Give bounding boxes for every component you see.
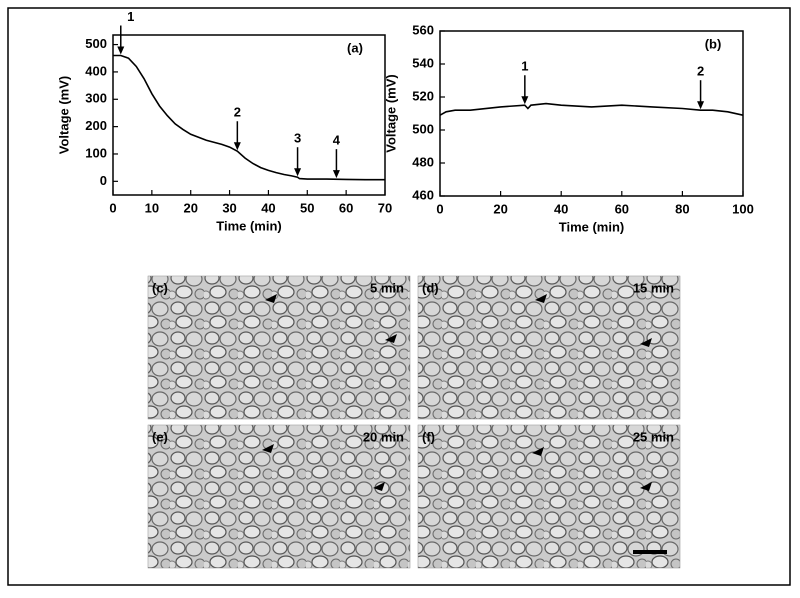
x-tick-label: 60 <box>339 200 353 215</box>
y-tick-label: 200 <box>85 118 107 133</box>
image-shade <box>148 425 410 568</box>
y-tick-label: 560 <box>412 22 434 37</box>
x-axis-label: Time (min) <box>559 219 625 234</box>
image-area <box>417 275 681 420</box>
image-area <box>147 424 411 569</box>
image-time: 5 min <box>370 280 404 295</box>
arrow-head <box>294 168 302 177</box>
x-tick-label: 70 <box>378 200 392 215</box>
arrowhead-marker <box>535 294 547 303</box>
y-tick-label: 100 <box>85 145 107 160</box>
image-time: 20 min <box>363 429 404 444</box>
arrow-head <box>697 101 705 110</box>
arrowhead-marker <box>262 444 274 453</box>
annotation-label: 2 <box>697 64 704 79</box>
annotation-label: 1 <box>127 9 134 24</box>
arrow-head <box>332 170 340 179</box>
x-tick-label: 80 <box>675 201 689 216</box>
x-tick-label: 20 <box>183 200 197 215</box>
panel-label: (a) <box>347 40 363 55</box>
arrowhead-marker <box>532 447 544 456</box>
y-tick-label: 460 <box>412 187 434 202</box>
image-shade <box>418 276 680 419</box>
x-tick-label: 0 <box>436 201 443 216</box>
x-tick-label: 100 <box>732 201 754 216</box>
x-tick-label: 40 <box>554 201 568 216</box>
arrowhead-marker <box>373 482 385 491</box>
annotation-label: 3 <box>294 131 301 146</box>
y-tick-label: 500 <box>85 36 107 51</box>
data-line <box>113 54 385 181</box>
y-tick-label: 300 <box>85 91 107 106</box>
y-tick-label: 520 <box>412 88 434 103</box>
y-tick-label: 0 <box>100 173 107 188</box>
image-label: (e) <box>152 429 168 444</box>
micrograph: (e) 20 min <box>147 424 411 569</box>
arrowhead-marker <box>265 294 277 303</box>
panel-label: (b) <box>705 36 722 51</box>
image-time: 15 min <box>633 280 674 295</box>
y-tick-label: 400 <box>85 63 107 78</box>
image-area <box>147 275 411 420</box>
y-axis-label: Voltage (mV) <box>383 74 398 153</box>
x-tick-label: 50 <box>300 200 314 215</box>
figure-border <box>7 7 791 586</box>
x-tick-label: 30 <box>222 200 236 215</box>
arrow-head <box>233 142 241 151</box>
micrograph: (f) 25 min <box>417 424 681 569</box>
y-axis-label: Voltage (mV) <box>56 76 71 155</box>
image-label: (f) <box>422 429 435 444</box>
y-tick-label: 540 <box>412 55 434 70</box>
x-tick-label: 0 <box>109 200 116 215</box>
x-tick-label: 60 <box>615 201 629 216</box>
y-tick-label: 500 <box>412 121 434 136</box>
image-area <box>417 424 681 569</box>
annotation-label: 4 <box>333 133 341 148</box>
plot-frame <box>112 34 386 196</box>
image-shade <box>148 276 410 419</box>
x-axis-label: Time (min) <box>216 218 282 233</box>
data-line <box>439 102 744 116</box>
x-tick-label: 10 <box>145 200 159 215</box>
image-time: 25 min <box>633 429 674 444</box>
image-label: (d) <box>422 280 439 295</box>
micrograph: (c) 5 min <box>147 275 411 420</box>
scale-bar <box>633 550 667 554</box>
y-tick-label: 480 <box>412 154 434 169</box>
arrowhead-marker <box>640 482 652 491</box>
annotation-label: 1 <box>521 59 528 74</box>
arrow-head <box>117 46 125 55</box>
image-label: (c) <box>152 280 168 295</box>
arrowhead-marker <box>640 338 652 347</box>
micrograph: (d) 15 min <box>417 275 681 420</box>
x-tick-label: 40 <box>261 200 275 215</box>
arrow-head <box>521 96 529 105</box>
plot-frame <box>439 30 744 197</box>
x-tick-label: 20 <box>493 201 507 216</box>
annotation-label: 2 <box>234 105 241 120</box>
image-shade <box>418 425 680 568</box>
arrowhead-marker <box>385 334 397 343</box>
